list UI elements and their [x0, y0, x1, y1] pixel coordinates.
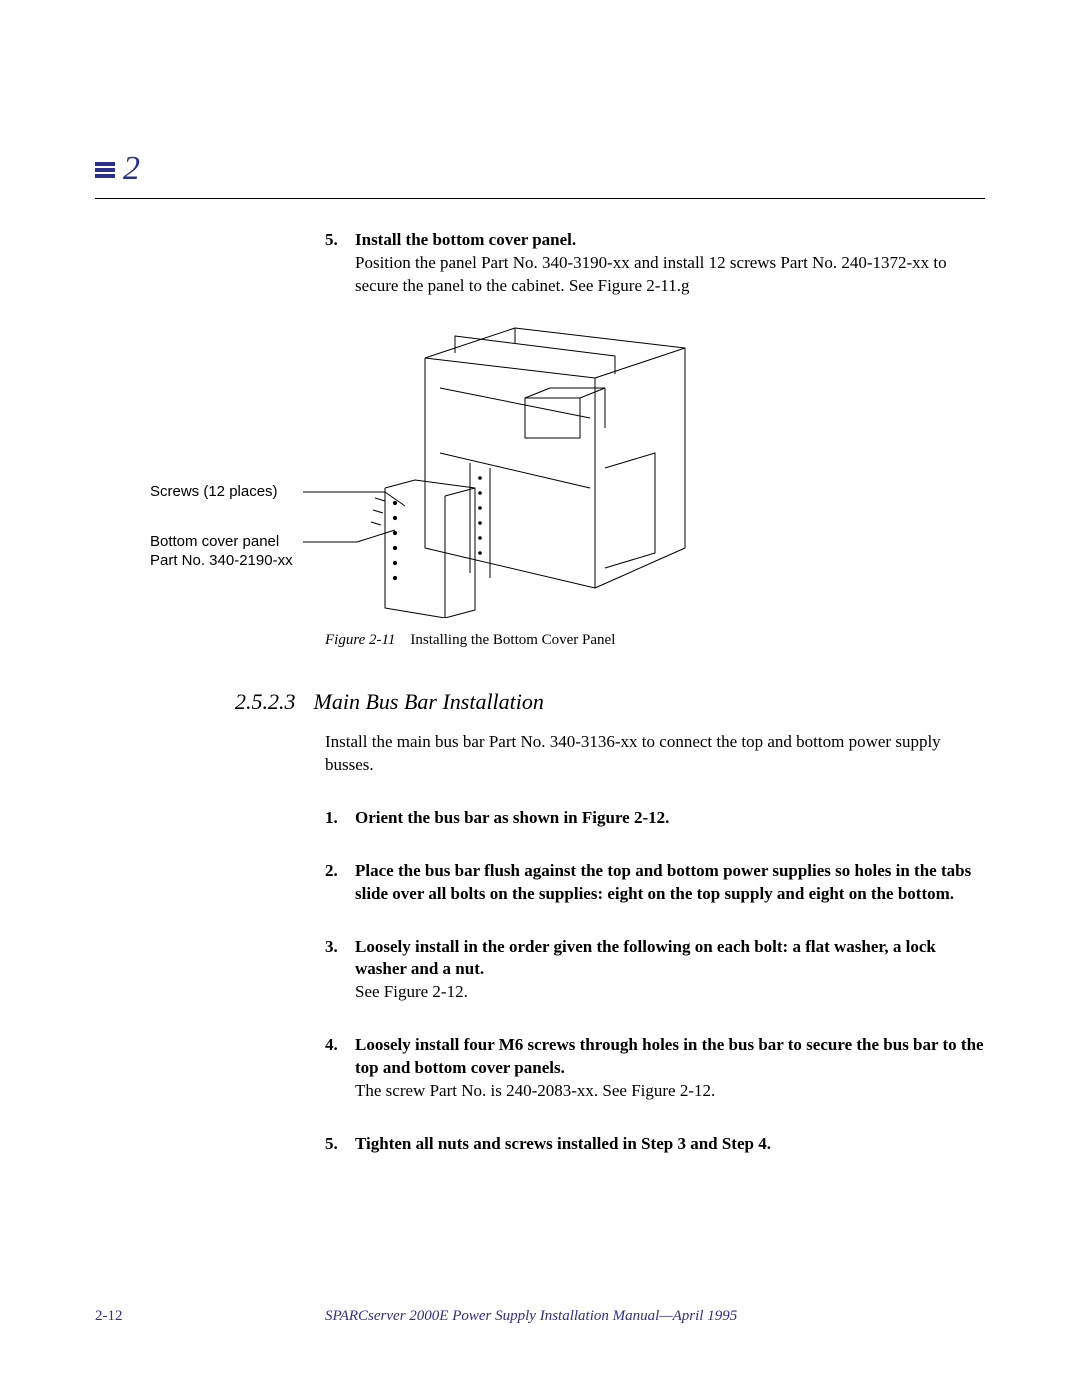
figure-caption: Figure 2-11 Installing the Bottom Cover … — [325, 632, 985, 649]
step-number: 5. — [325, 229, 345, 298]
page-number: 2-12 — [95, 1308, 325, 1325]
step-text: See Figure 2-12. — [355, 982, 468, 1001]
figure-label: Figure 2-11 — [325, 632, 395, 648]
section-intro: Install the main bus bar Part No. 340-31… — [325, 731, 985, 777]
figure-2-11: Screws (12 places) Bottom cover panel Pa… — [95, 318, 985, 618]
doc-title: SPARCserver 2000E Power Supply Installat… — [325, 1308, 737, 1325]
step-number: 5. — [325, 1133, 345, 1156]
step-title: Install the bottom cover panel. — [355, 230, 576, 249]
step-title: Loosely install in the order given the f… — [355, 937, 936, 979]
step: 5. Install the bottom cover panel. Posit… — [325, 229, 985, 298]
step-number: 1. — [325, 807, 345, 830]
step-2: 2. Place the bus bar flush against the t… — [325, 860, 985, 906]
page: 2 5. Install the bottom cover panel. Pos… — [0, 0, 1080, 1397]
step-title: Orient the bus bar as shown in Figure 2-… — [355, 808, 669, 827]
chapter-number: 2 — [123, 150, 140, 188]
section-title: Main Bus Bar Installation — [314, 689, 544, 715]
step-number: 2. — [325, 860, 345, 906]
step-body: Install the bottom cover panel. Position… — [355, 229, 985, 298]
chapter-icon — [95, 161, 115, 184]
step-5: 5. Install the bottom cover panel. Posit… — [325, 229, 985, 298]
section-number: 2.5.2.3 — [235, 689, 296, 715]
step-title: Tighten all nuts and screws installed in… — [355, 1134, 771, 1153]
step-4: 4. Loosely install four M6 screws throug… — [325, 1034, 985, 1103]
step-title: Loosely install four M6 screws through h… — [355, 1035, 984, 1077]
step-3: 3. Loosely install in the order given th… — [325, 936, 985, 1005]
figure-drawing — [95, 318, 985, 618]
step-title: Place the bus bar flush against the top … — [355, 861, 971, 903]
section-heading: 2.5.2.3 Main Bus Bar Installation — [235, 689, 985, 715]
step-text: Position the panel Part No. 340-3190-xx … — [355, 253, 947, 295]
page-footer: 2-12 SPARCserver 2000E Power Supply Inst… — [95, 1308, 985, 1325]
chapter-header: 2 — [95, 150, 985, 194]
step-number: 3. — [325, 936, 345, 1005]
step-1: 1. Orient the bus bar as shown in Figure… — [325, 807, 985, 830]
step-5b: 5. Tighten all nuts and screws installed… — [325, 1133, 985, 1156]
figure-title: Installing the Bottom Cover Panel — [410, 632, 615, 648]
step-text: The screw Part No. is 240-2083-xx. See F… — [355, 1081, 715, 1100]
step-number: 4. — [325, 1034, 345, 1103]
header-rule — [95, 198, 985, 199]
